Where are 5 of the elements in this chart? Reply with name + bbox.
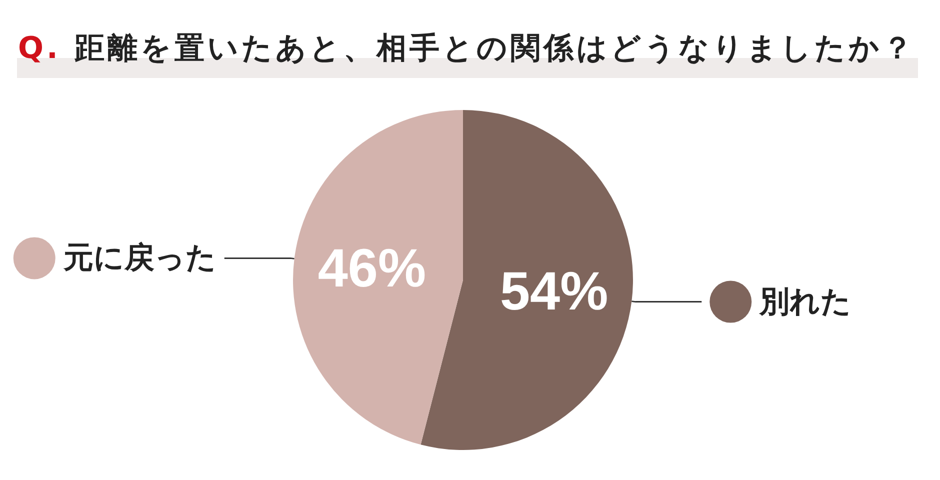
legend-label: 別れた: [758, 284, 852, 320]
legend-label: 元に戻った: [62, 240, 216, 276]
data-label: 46%: [318, 238, 426, 298]
chart-title: Q. 距離を置いたあと、相手との関係はどうなりましたか？: [18, 31, 916, 66]
data-label: 54%: [500, 262, 608, 322]
